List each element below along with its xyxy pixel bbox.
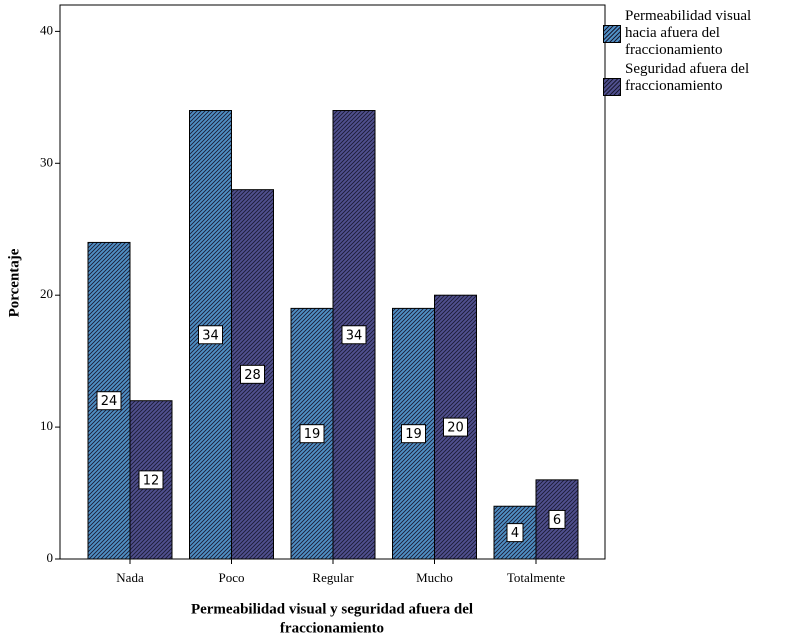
value-label-box (548, 509, 566, 529)
legend: Permeabilidad visual hacia afuera del fr… (603, 8, 793, 98)
y-tick-label: 0 (47, 550, 54, 565)
value-label: 20 (447, 421, 464, 436)
value-label-box (506, 523, 524, 543)
y-tick-label: 40 (40, 22, 53, 37)
value-label-box (401, 424, 426, 444)
legend-item: Seguridad afuera del fraccionamiento (603, 61, 793, 96)
x-tick-label: Poco (219, 570, 245, 585)
y-axis-title: Porcentaje (6, 248, 22, 317)
y-tick-label: 30 (40, 154, 53, 169)
value-label-box (96, 391, 122, 411)
value-label: 19 (304, 427, 321, 442)
value-label: 6 (553, 513, 561, 528)
value-label-box (198, 325, 223, 345)
legend-label: Seguridad afuera del fraccionamiento (625, 61, 750, 94)
y-tick-label: 10 (40, 418, 53, 433)
value-label: 34 (346, 328, 363, 343)
x-tick-label: Totalmente (507, 570, 566, 585)
legend-label: Permeabilidad visual hacia afuera del fr… (625, 8, 752, 58)
value-label-box (299, 424, 325, 444)
value-label: 34 (202, 328, 219, 343)
value-label: 19 (405, 427, 422, 442)
legend-item: Permeabilidad visual hacia afuera del fr… (603, 8, 793, 59)
legend-swatch (603, 25, 621, 43)
value-label: 28 (244, 368, 261, 383)
x-axis-title: Permeabilidad visual y seguridad afuera … (191, 601, 473, 617)
x-tick-label: Regular (312, 570, 354, 585)
x-axis-title: fraccionamiento (280, 620, 384, 636)
legend-swatch (603, 78, 621, 96)
value-label-box (138, 470, 164, 490)
value-label: 4 (511, 526, 519, 541)
x-tick-label: Nada (116, 570, 144, 585)
value-label: 12 (143, 473, 160, 488)
x-tick-label: Mucho (416, 570, 453, 585)
value-label-box (240, 364, 265, 384)
value-label: 24 (101, 394, 118, 409)
value-label-box (443, 417, 468, 437)
value-label-box (341, 325, 367, 345)
y-tick-label: 20 (40, 286, 53, 301)
